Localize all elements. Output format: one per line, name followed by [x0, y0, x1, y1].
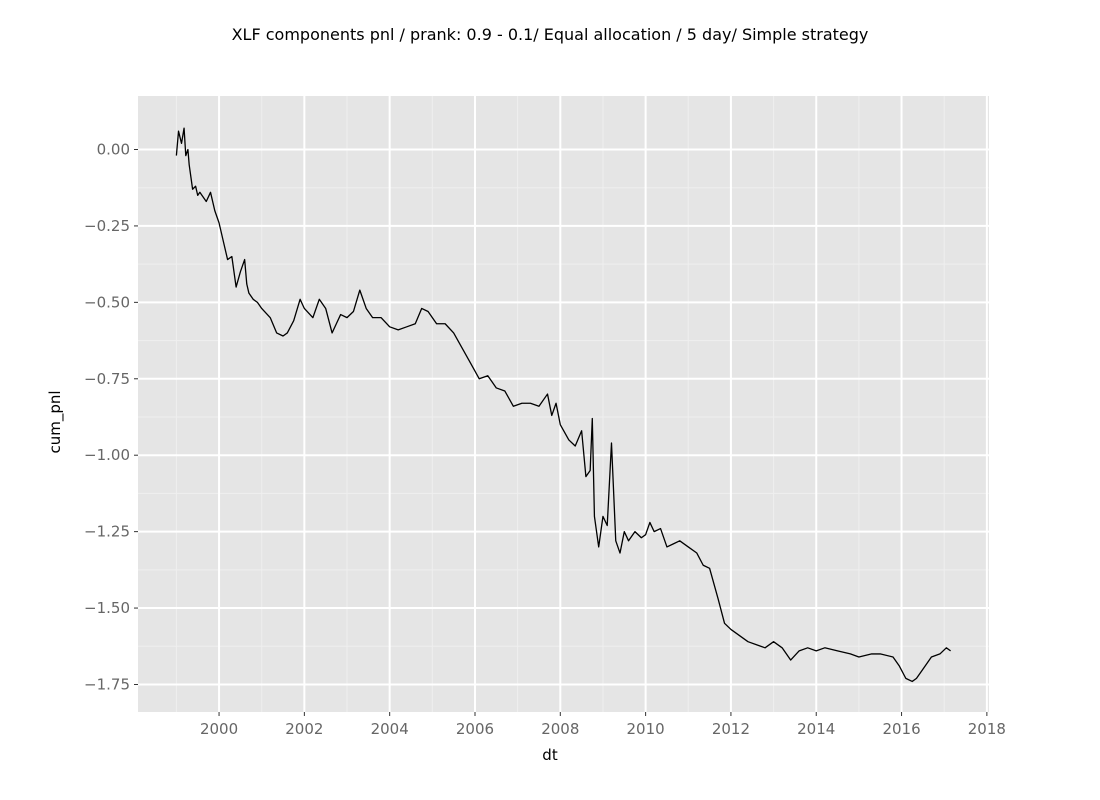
- y-tick-label: −1.25: [84, 523, 130, 541]
- axis-ticks: [134, 148, 988, 716]
- major-gridlines: [138, 96, 989, 712]
- y-tick-label: −0.50: [84, 293, 130, 311]
- x-tick-label: 2002: [285, 720, 323, 738]
- x-tick-label: 2004: [371, 720, 409, 738]
- y-tick-label: −1.75: [84, 675, 130, 693]
- x-tick-label: 2010: [627, 720, 665, 738]
- y-tick-labels: 0.00 −0.25 −0.50 −0.75 −1.00 −1.25 −1.50 −1.75: [84, 140, 130, 693]
- plot-panel: [138, 96, 989, 712]
- cum-pnl-series-line: [175, 127, 951, 683]
- x-tick-label: 2000: [200, 720, 238, 738]
- y-axis-label: cum_pnl: [46, 390, 65, 453]
- x-tick-labels: 2000 2002 2004 2006 2008 2010 2012 2014 2016 2018: [200, 720, 1006, 738]
- x-tick-label: 2016: [882, 720, 920, 738]
- y-tick-label: −1.00: [84, 446, 130, 464]
- chart-title: XLF components pnl / prank: 0.9 - 0.1/ E…: [232, 25, 869, 44]
- x-tick-label: 2008: [541, 720, 579, 738]
- y-tick-label: −0.75: [84, 370, 130, 388]
- x-tick-label: 2012: [712, 720, 750, 738]
- x-axis-label: dt: [542, 746, 558, 764]
- minor-gridlines: [138, 96, 989, 712]
- x-tick-label: 2018: [968, 720, 1006, 738]
- x-tick-label: 2006: [456, 720, 494, 738]
- y-tick-label: −1.50: [84, 599, 130, 617]
- y-tick-label: −0.25: [84, 217, 130, 235]
- x-tick-label: 2014: [797, 720, 835, 738]
- y-tick-label: 0.00: [97, 140, 130, 158]
